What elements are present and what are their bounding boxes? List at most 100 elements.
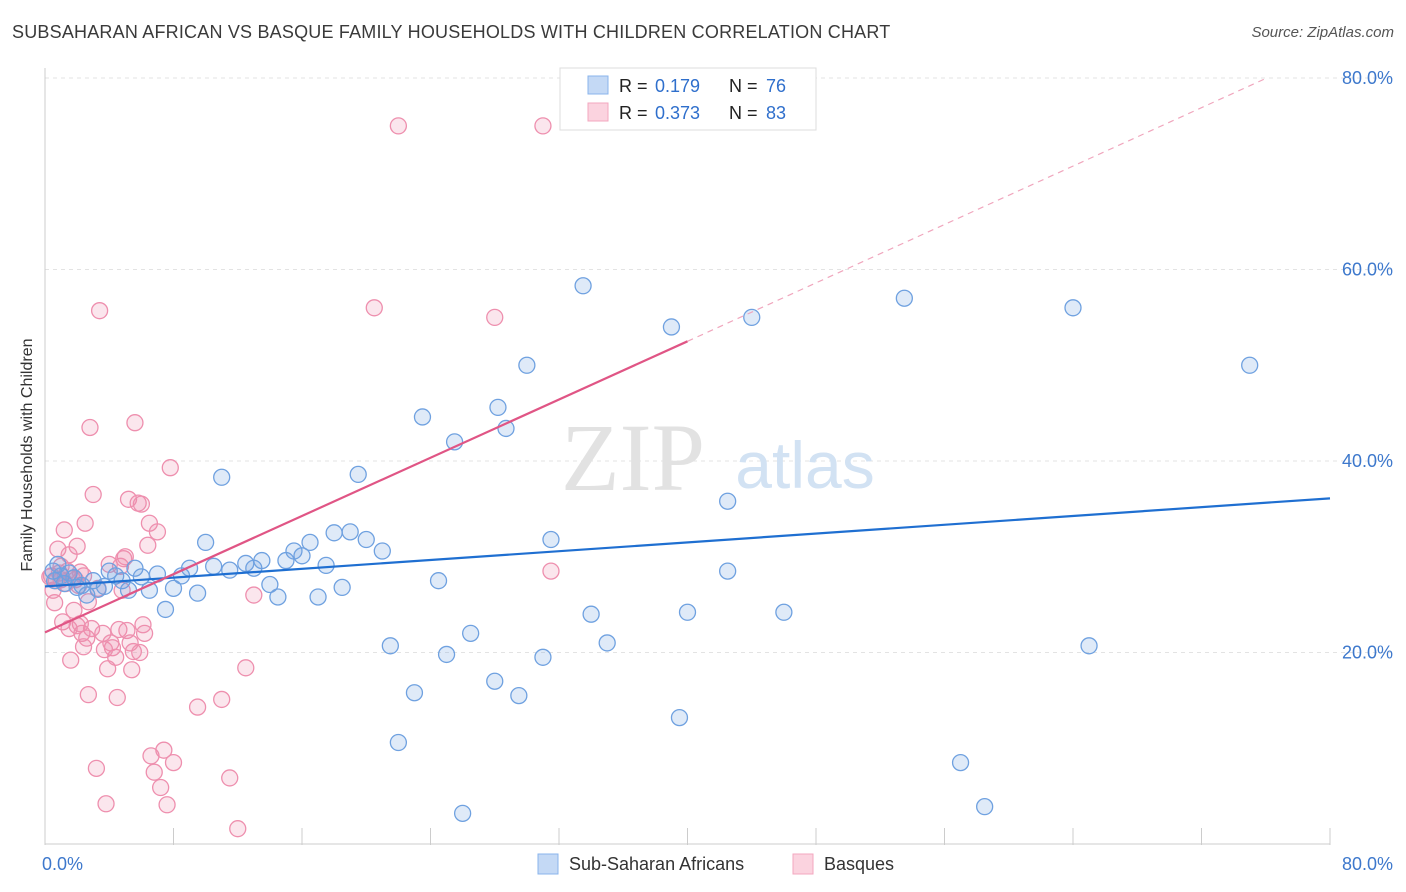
y-tick-label-3: 80.0% <box>1342 68 1393 88</box>
basques-point-23 <box>87 759 106 778</box>
basques-point-46 <box>145 763 163 781</box>
watermark-zip: ZIP <box>561 404 705 511</box>
legend-swatch-sub-saharan <box>537 853 559 875</box>
sub-saharan-point-51 <box>429 572 448 590</box>
stats-r-value-pink: 0.373 <box>655 103 700 123</box>
sub-saharan-point-39 <box>309 588 327 606</box>
sub-saharan-point-64 <box>582 605 600 623</box>
sub-saharan-point-40 <box>317 556 335 575</box>
sub-saharan-point-16 <box>119 581 138 599</box>
basques-point-79 <box>98 660 117 678</box>
basques-point-37 <box>123 661 141 679</box>
basques-point-22 <box>84 485 102 504</box>
sub-saharan-point-76 <box>1080 637 1098 655</box>
basques-point-64 <box>110 620 128 639</box>
trend-lines <box>44 77 1331 634</box>
sub-saharan-point-73 <box>951 753 970 772</box>
sub-saharan-point-42 <box>333 578 351 597</box>
sub-saharan-point-77 <box>1241 356 1259 374</box>
basques-point-43 <box>139 536 157 554</box>
basques-point-42 <box>135 624 154 642</box>
basques-point-75 <box>102 634 120 652</box>
sub-saharan-point-47 <box>381 637 399 655</box>
sub-saharan-point-72 <box>895 289 913 307</box>
sub-saharan-point-34 <box>269 588 287 606</box>
basques-point-78 <box>74 638 93 656</box>
sub-saharan-point-57 <box>489 398 507 417</box>
source-label: Source: ZipAtlas.com <box>1251 24 1394 41</box>
y-tick-label-2: 60.0% <box>1342 260 1393 280</box>
x-tick-label-1: 80.0% <box>1342 854 1393 874</box>
sub-saharan-point-37 <box>293 547 311 565</box>
basques-point-9 <box>62 651 80 669</box>
stats-n-value-blue: 76 <box>766 76 786 96</box>
sub-saharan-point-56 <box>486 672 504 690</box>
series-basques-points <box>41 117 560 838</box>
sub-saharan-point-32 <box>253 551 271 570</box>
watermark-atlas: atlas <box>735 428 874 502</box>
basques-point-38 <box>124 642 142 661</box>
basques-point-51 <box>161 459 179 477</box>
sub-saharan-point-66 <box>662 318 681 336</box>
basques-point-54 <box>213 690 231 709</box>
stats-n-value-pink: 83 <box>766 103 786 123</box>
basques-point-72 <box>134 616 152 634</box>
sub-saharan-point-49 <box>405 684 424 702</box>
basques-point-55 <box>221 769 239 787</box>
axes <box>44 68 1331 845</box>
sub-saharan-point-21 <box>156 600 175 619</box>
sub-saharan-point-25 <box>188 584 207 602</box>
basques-point-41 <box>132 495 151 513</box>
stats-r-label-pink: R = <box>619 103 648 123</box>
sub-saharan-point-67 <box>670 708 689 727</box>
basques-point-53 <box>188 698 207 716</box>
basques-point-56 <box>229 820 247 838</box>
stats-r-label-blue: R = <box>619 76 648 96</box>
sub-saharan-point-29 <box>221 561 239 579</box>
basques-point-60 <box>389 117 408 135</box>
sub-saharan-point-44 <box>349 465 367 484</box>
trend-line-basques-extension <box>687 77 1268 342</box>
basques-point-30 <box>108 688 126 707</box>
basques-point-35 <box>119 490 138 508</box>
basques-point-61 <box>486 308 504 327</box>
y-tick-labels: 20.0% 40.0% 60.0% 80.0% <box>1342 68 1393 663</box>
legend-label-basques: Basques <box>824 854 894 874</box>
basques-point-63 <box>542 562 560 580</box>
stats-n-label-pink: N = <box>729 103 758 123</box>
y-tick-label-1: 40.0% <box>1342 451 1393 471</box>
sub-saharan-point-60 <box>518 356 536 374</box>
basques-point-20 <box>81 418 99 437</box>
sub-saharan-point-74 <box>976 798 994 816</box>
basques-point-39 <box>126 414 144 432</box>
sub-saharan-point-45 <box>357 530 375 549</box>
basques-point-58 <box>245 586 263 604</box>
basques-point-49 <box>155 741 173 759</box>
sub-saharan-point-69 <box>719 562 737 580</box>
bottom-legend: Sub-Saharan Africans Basques <box>537 853 894 875</box>
sub-saharan-point-46 <box>373 542 391 560</box>
sub-saharan-point-41 <box>325 524 343 542</box>
sub-saharan-point-48 <box>389 733 408 752</box>
basques-point-26 <box>97 795 115 813</box>
sub-saharan-point-43 <box>341 523 359 541</box>
x-tick-label-0: 0.0% <box>42 854 83 874</box>
legend-swatch-basques <box>792 853 814 875</box>
sub-saharan-point-50 <box>413 408 432 426</box>
legend-label-sub-saharan: Sub-Saharan Africans <box>569 854 744 874</box>
basques-point-70 <box>45 594 64 612</box>
basques-point-73 <box>95 640 114 659</box>
basques-point-24 <box>90 302 109 320</box>
sub-saharan-point-52 <box>437 645 456 664</box>
stats-swatch-pink <box>587 102 609 122</box>
sub-saharan-point-54 <box>453 804 472 823</box>
basques-point-82 <box>79 593 98 611</box>
watermark: ZIP atlas <box>561 404 875 511</box>
sub-saharan-point-78 <box>719 492 737 510</box>
sub-saharan-point-75 <box>1064 299 1082 317</box>
chart-title: SUBSAHARAN AFRICAN VS BASQUE FAMILY HOUS… <box>12 22 891 42</box>
sub-saharan-point-28 <box>213 468 231 486</box>
sub-saharan-point-71 <box>775 603 793 621</box>
trend-line-basques <box>44 340 688 634</box>
sub-saharan-point-59 <box>510 686 528 705</box>
